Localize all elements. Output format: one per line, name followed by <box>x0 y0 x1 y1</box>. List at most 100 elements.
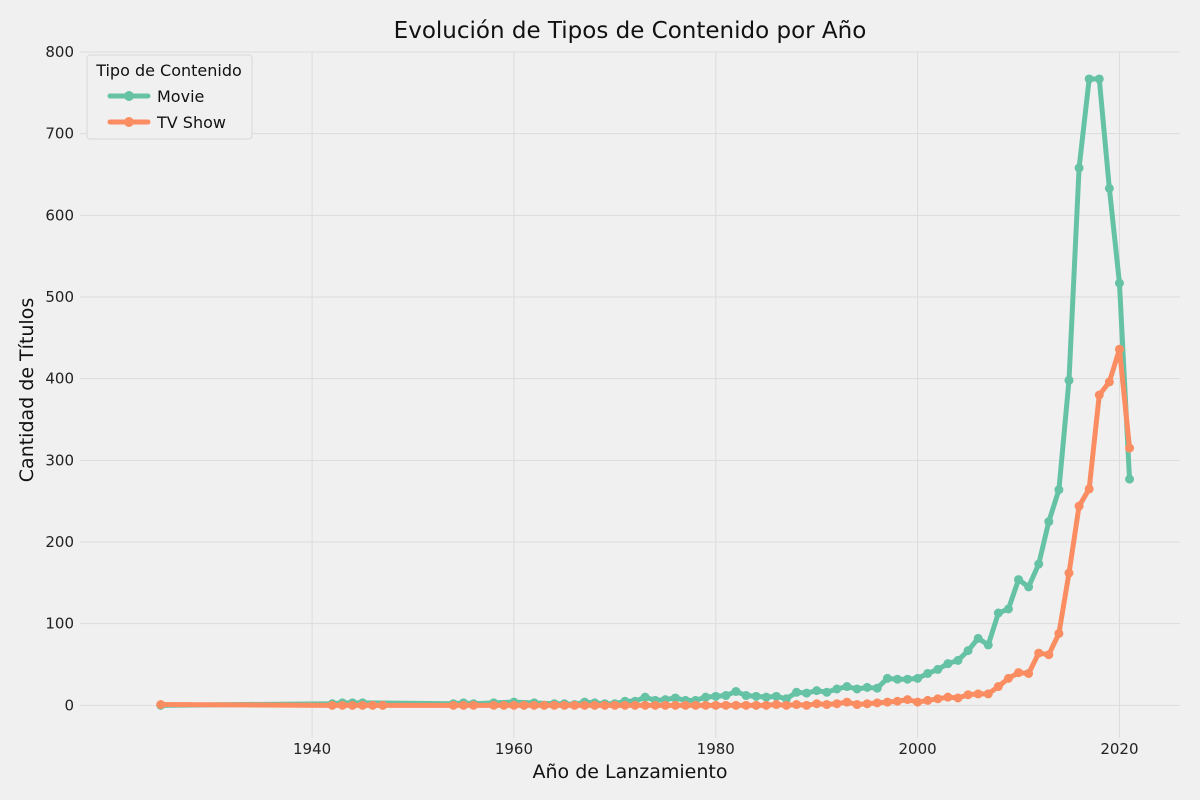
y-tick-label: 800 <box>45 43 74 61</box>
y-tick-label: 200 <box>45 533 74 551</box>
data-point-tv-show <box>701 700 711 710</box>
y-tick-label: 100 <box>45 615 74 633</box>
data-point-tv-show <box>1114 344 1124 354</box>
data-point-movie <box>903 674 913 684</box>
data-point-movie <box>711 691 721 701</box>
data-point-tv-show <box>892 696 902 706</box>
data-point-movie <box>812 686 822 696</box>
data-point-movie <box>1014 575 1024 585</box>
legend-label-movie: Movie <box>157 87 204 106</box>
legend-item-tv-show: TV Show <box>107 113 226 132</box>
data-point-tv-show <box>963 690 973 700</box>
data-point-movie <box>983 640 993 650</box>
data-point-movie <box>721 691 731 701</box>
data-point-movie <box>1094 74 1104 84</box>
data-point-tv-show <box>681 700 690 710</box>
data-point-tv-show <box>913 697 923 707</box>
data-point-movie <box>993 608 1003 618</box>
legend: Tipo de Contenido Movie TV Show <box>86 54 253 140</box>
data-point-tv-show <box>953 693 963 703</box>
axes: 1940 1960 1980 2000 2020 0 100 200 300 400 500 600 7… <box>45 43 1138 758</box>
data-point-tv-show <box>1054 628 1064 638</box>
data-point-movie <box>731 686 741 696</box>
data-point-movie <box>1104 183 1114 193</box>
data-point-movie <box>751 691 761 701</box>
y-tick-label: 300 <box>45 451 74 469</box>
data-point-tv-show <box>842 697 852 707</box>
data-point-tv-show <box>872 698 882 708</box>
data-point-tv-show <box>852 700 862 710</box>
data-point-tv-show <box>1094 390 1104 400</box>
data-point-tv-show <box>529 700 539 710</box>
data-point-tv-show <box>570 700 579 710</box>
series-line-tv-show <box>158 346 1133 708</box>
x-axis-title: Año de Lanzamiento <box>533 761 728 783</box>
data-point-tv-show <box>983 689 993 699</box>
data-point-movie <box>1074 163 1084 173</box>
data-point-tv-show <box>580 700 590 710</box>
data-point-tv-show <box>1125 443 1135 453</box>
data-point-tv-show <box>610 700 620 710</box>
data-point-tv-show <box>650 700 660 710</box>
data-point-tv-show <box>781 700 791 710</box>
data-point-movie <box>1125 474 1135 484</box>
data-point-tv-show <box>378 700 388 710</box>
data-point-tv-show <box>691 700 701 710</box>
data-point-movie <box>842 682 852 692</box>
data-point-movie <box>943 659 953 669</box>
data-point-tv-show <box>721 700 731 710</box>
data-point-movie <box>1084 74 1094 84</box>
data-point-tv-show <box>469 700 479 710</box>
data-point-tv-show <box>539 700 549 710</box>
data-point-movie <box>953 655 963 665</box>
data-point-tv-show <box>923 695 933 705</box>
data-point-movie <box>771 691 781 701</box>
data-point-tv-show <box>993 682 1003 692</box>
data-point-tv-show <box>670 700 680 710</box>
legend-marker-movie <box>124 91 134 101</box>
x-tick-label: 1960 <box>495 740 533 758</box>
data-point-tv-show <box>731 700 741 710</box>
data-point-movie <box>1114 278 1124 288</box>
data-point-tv-show <box>620 700 630 710</box>
data-point-movie <box>1003 604 1013 614</box>
data-point-tv-show <box>882 697 892 707</box>
data-point-tv-show <box>509 700 519 710</box>
data-point-tv-show <box>458 700 468 710</box>
data-point-movie <box>852 684 862 694</box>
data-point-tv-show <box>347 700 357 710</box>
data-point-movie <box>1064 375 1074 385</box>
data-point-movie <box>741 691 751 701</box>
data-point-tv-show <box>751 700 761 710</box>
data-point-tv-show <box>1034 648 1044 658</box>
data-point-tv-show <box>600 700 610 710</box>
data-point-tv-show <box>1084 484 1094 494</box>
y-tick-label: 600 <box>45 206 74 224</box>
data-point-movie <box>792 687 802 697</box>
legend-item-movie: Movie <box>107 87 204 106</box>
data-point-movie <box>802 688 812 698</box>
data-point-movie <box>701 692 711 702</box>
x-tick-label: 1940 <box>293 740 331 758</box>
data-point-tv-show <box>943 692 953 702</box>
data-point-tv-show <box>802 700 812 710</box>
data-point-tv-show <box>327 700 337 710</box>
x-tick-label: 2000 <box>899 740 937 758</box>
data-point-tv-show <box>1024 668 1034 678</box>
data-point-movie <box>832 684 842 694</box>
data-point-movie <box>670 693 680 703</box>
legend-title: Tipo de Contenido <box>95 61 242 80</box>
data-point-tv-show <box>519 700 529 710</box>
data-point-movie <box>913 673 923 683</box>
x-tick-label: 2020 <box>1100 740 1138 758</box>
data-point-tv-show <box>337 700 347 710</box>
legend-label-tv-show: TV Show <box>156 113 226 132</box>
y-tick-label: 0 <box>64 696 74 714</box>
data-point-tv-show <box>771 700 781 710</box>
data-point-tv-show <box>1104 377 1114 387</box>
data-point-tv-show <box>660 700 670 710</box>
data-point-tv-show <box>792 700 802 710</box>
data-point-movie <box>923 668 933 678</box>
data-point-tv-show <box>812 699 822 709</box>
